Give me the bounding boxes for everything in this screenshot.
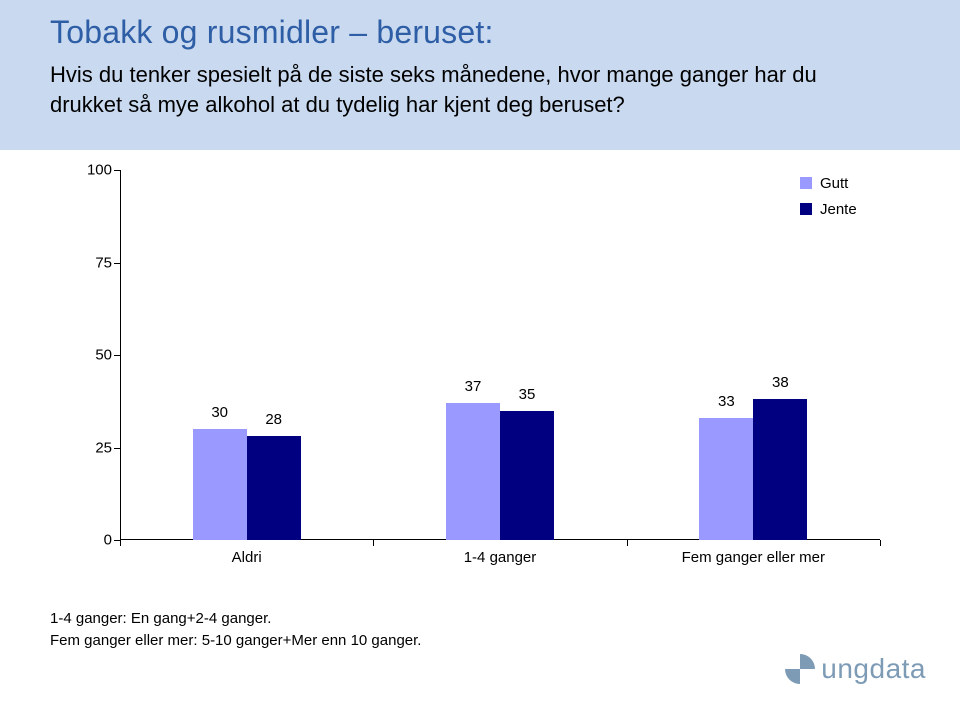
- legend-label: Jente: [820, 201, 857, 218]
- bar-value-label: 35: [519, 386, 536, 403]
- footnote-line: Fem ganger eller mer: 5-10 ganger+Mer en…: [50, 630, 421, 652]
- y-tick-label: 75: [78, 254, 112, 271]
- legend-item: Jente: [800, 198, 857, 220]
- logo-wedge-icon: [785, 654, 815, 684]
- bar-value-label: 37: [465, 378, 482, 395]
- bar-chart: 0255075100Aldri30281-4 ganger3735Fem gan…: [80, 170, 880, 570]
- bar-value-label: 30: [211, 404, 228, 421]
- legend-swatch-icon: [800, 203, 812, 215]
- y-tick: [114, 263, 120, 264]
- bar-value-label: 28: [265, 411, 282, 428]
- bar: [753, 399, 807, 540]
- footnote-line: 1-4 ganger: En gang+2-4 ganger.: [50, 608, 421, 630]
- y-tick: [114, 448, 120, 449]
- footnotes: 1-4 ganger: En gang+2-4 ganger. Fem gang…: [50, 608, 421, 652]
- y-tick-label: 0: [78, 532, 112, 549]
- bar: [500, 411, 554, 541]
- x-tick: [373, 540, 374, 546]
- x-tick: [880, 540, 881, 546]
- plot-area: 0255075100Aldri30281-4 ganger3735Fem gan…: [120, 170, 880, 540]
- y-tick: [114, 170, 120, 171]
- brand-logo: ungdata: [785, 653, 926, 685]
- y-tick-label: 100: [78, 162, 112, 179]
- legend: Gutt Jente: [800, 172, 857, 224]
- bar: [247, 436, 301, 540]
- y-axis: [120, 170, 121, 540]
- logo-text: ungdata: [821, 653, 926, 685]
- legend-label: Gutt: [820, 175, 848, 192]
- y-tick-label: 50: [78, 347, 112, 364]
- bar: [699, 418, 753, 540]
- x-tick-label: 1-4 ganger: [464, 549, 537, 566]
- x-tick-label: Fem ganger eller mer: [682, 549, 825, 566]
- slide: Tobakk og rusmidler – beruset: Hvis du t…: [0, 0, 960, 705]
- legend-swatch-icon: [800, 177, 812, 189]
- bar: [193, 429, 247, 540]
- page-title: Tobakk og rusmidler – beruset:: [50, 14, 494, 51]
- x-tick-label: Aldri: [232, 549, 262, 566]
- bar: [446, 403, 500, 540]
- bar-value-label: 33: [718, 393, 735, 410]
- y-tick: [114, 355, 120, 356]
- y-tick-label: 25: [78, 439, 112, 456]
- page-subtitle: Hvis du tenker spesielt på de siste seks…: [50, 60, 870, 120]
- x-tick: [627, 540, 628, 546]
- legend-item: Gutt: [800, 172, 857, 194]
- bar-value-label: 38: [772, 374, 789, 391]
- x-tick: [120, 540, 121, 546]
